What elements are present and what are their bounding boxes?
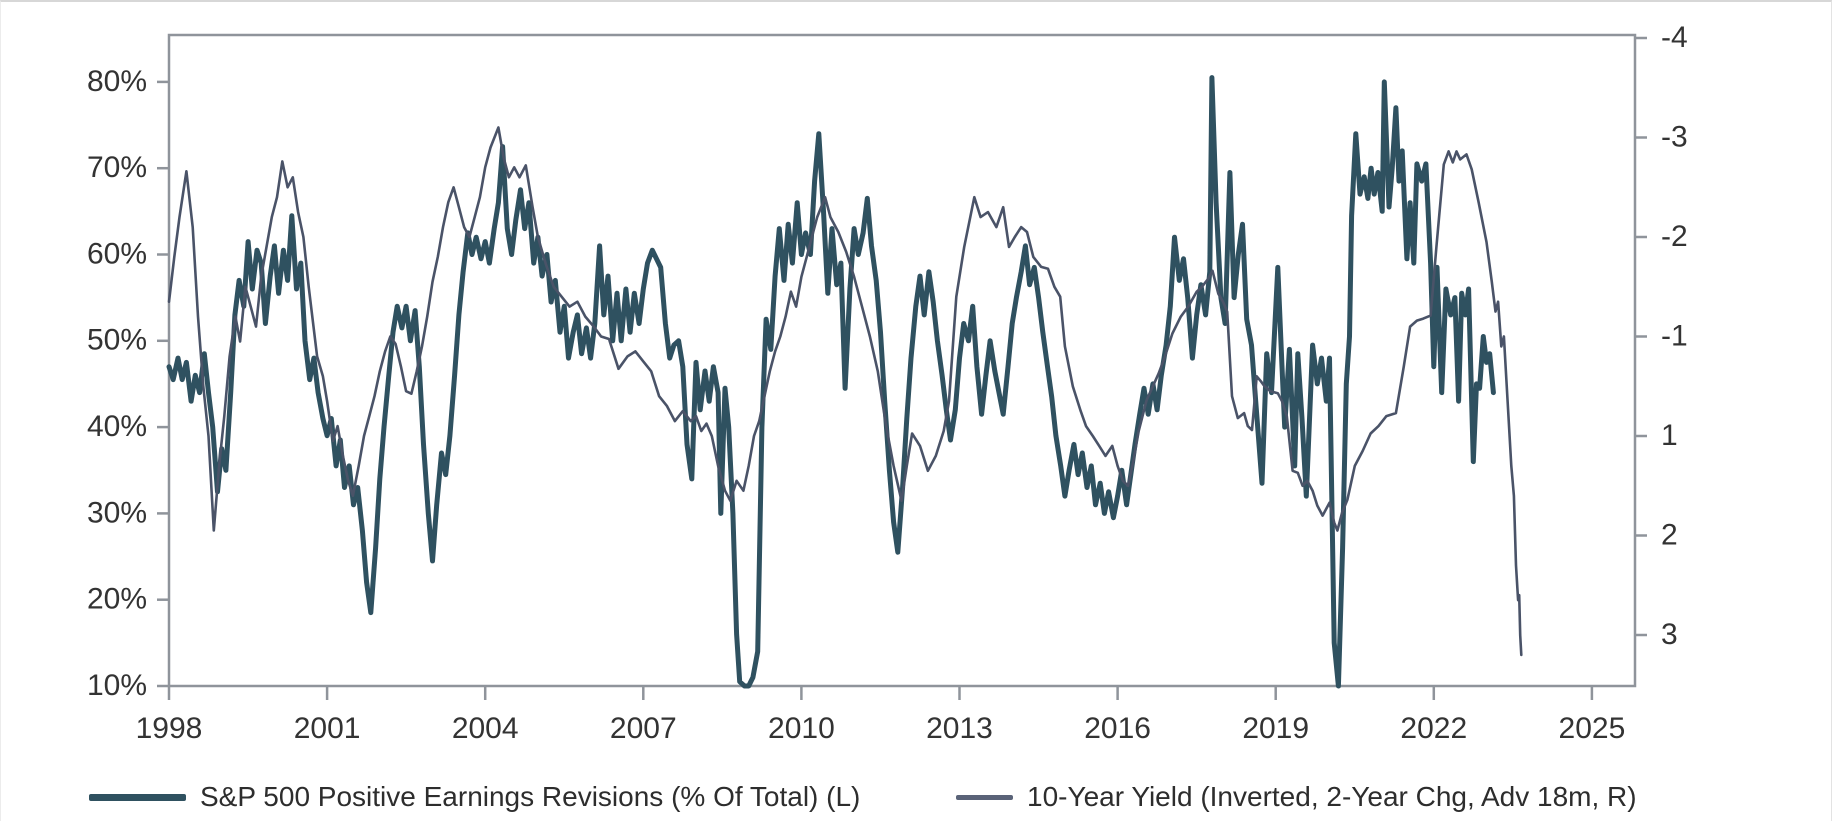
- svg-text:2025: 2025: [1559, 712, 1626, 745]
- legend-item-earnings-revisions: S&P 500 Positive Earnings Revisions (% O…: [89, 781, 860, 813]
- svg-text:2013: 2013: [926, 712, 993, 745]
- legend-label-10y-yield: 10-Year Yield (Inverted, 2-Year Chg, Adv…: [1027, 781, 1637, 812]
- series-line-earnings-revisions: [166, 75, 1496, 689]
- x-axis: 1998 2001 2004 2007 2010 2013 2016 2019 2022 2025: [136, 686, 1626, 745]
- svg-text:2016: 2016: [1084, 712, 1151, 745]
- svg-text:80%: 80%: [87, 65, 147, 98]
- svg-text:60%: 60%: [87, 237, 147, 270]
- svg-text:2022: 2022: [1400, 712, 1467, 745]
- thin-line-swatch-icon: [956, 794, 1013, 800]
- svg-text:1: 1: [1661, 419, 1678, 452]
- thick-line-swatch-icon: [89, 793, 186, 801]
- svg-text:2: 2: [1661, 518, 1678, 551]
- svg-text:-3: -3: [1661, 120, 1688, 153]
- svg-text:20%: 20%: [87, 583, 147, 616]
- svg-text:30%: 30%: [87, 496, 147, 529]
- series-line-10y-yield: [167, 126, 1523, 657]
- svg-text:50%: 50%: [87, 324, 147, 357]
- svg-text:1998: 1998: [136, 712, 203, 745]
- svg-text:-1: -1: [1661, 319, 1688, 352]
- svg-text:3: 3: [1661, 618, 1678, 651]
- left-axis: 10% 20% 30% 40% 50% 60% 70% 80%: [87, 65, 169, 702]
- legend-label-earnings-revisions: S&P 500 Positive Earnings Revisions (% O…: [200, 781, 861, 812]
- svg-text:40%: 40%: [87, 410, 147, 443]
- svg-text:2007: 2007: [610, 712, 677, 745]
- svg-text:-2: -2: [1661, 220, 1688, 253]
- chart-legend: S&P 500 Positive Earnings Revisions (% O…: [1, 781, 1831, 821]
- svg-text:2001: 2001: [294, 712, 361, 745]
- svg-text:70%: 70%: [87, 151, 147, 184]
- plot-frame: [167, 33, 1637, 688]
- legend-item-10y-yield: 10-Year Yield (Inverted, 2-Year Chg, Adv…: [956, 781, 1637, 813]
- right-axis: -4 -3 -2 -1 1 2 3: [1635, 21, 1688, 651]
- svg-text:2004: 2004: [452, 712, 519, 745]
- svg-text:2010: 2010: [768, 712, 835, 745]
- svg-text:-4: -4: [1661, 21, 1688, 54]
- svg-text:2019: 2019: [1242, 712, 1309, 745]
- svg-text:10%: 10%: [87, 669, 147, 702]
